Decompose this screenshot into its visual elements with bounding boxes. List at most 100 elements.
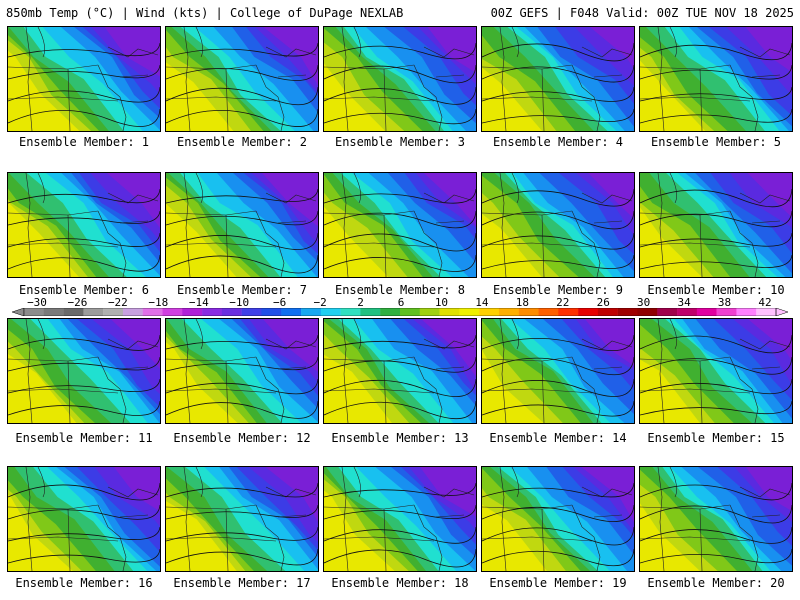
ensemble-panel-12 xyxy=(165,318,319,424)
state-border-line xyxy=(67,360,71,423)
state-border-line xyxy=(699,214,703,277)
state-border-line xyxy=(739,486,791,498)
colorbar-swatch xyxy=(696,308,717,316)
state-border-line xyxy=(435,74,465,78)
state-border-line xyxy=(265,46,317,58)
temp-band xyxy=(581,467,634,571)
temp-band xyxy=(110,319,160,423)
colorbar-tick-label: 22 xyxy=(556,296,570,309)
state-border-line xyxy=(67,214,71,277)
colorbar-swatch xyxy=(221,308,242,316)
state-border-line xyxy=(25,173,33,277)
state-border-line xyxy=(8,388,119,394)
colorbar-tick-label: 26 xyxy=(596,296,610,309)
isotherm-contour xyxy=(482,482,634,498)
state-border-line xyxy=(107,338,159,350)
temperature-map-17 xyxy=(166,467,318,571)
state-border-line xyxy=(166,536,277,542)
state-border-line xyxy=(97,64,127,131)
isotherm-contour xyxy=(324,526,476,544)
ensemble-panel-7 xyxy=(165,172,319,278)
colorbar-swatch xyxy=(736,308,757,316)
state-border-line xyxy=(119,74,149,78)
isotherm-contour xyxy=(8,188,160,204)
colorbar-swatch xyxy=(142,308,163,316)
state-border-line xyxy=(413,504,443,571)
state-border-line xyxy=(353,27,361,58)
state-border-line xyxy=(183,319,191,423)
state-border-line xyxy=(383,360,387,423)
state-border-line xyxy=(593,74,623,78)
isotherm-contour xyxy=(8,548,160,564)
state-border-line xyxy=(593,220,623,224)
ensemble-panel-8 xyxy=(323,172,477,278)
state-border-line xyxy=(593,514,623,518)
temp-band xyxy=(113,467,160,571)
state-border-line xyxy=(119,514,149,518)
state-border-line xyxy=(183,173,191,277)
state-border-line xyxy=(225,508,229,571)
state-border-line xyxy=(751,74,781,78)
state-border-line xyxy=(37,467,45,498)
isotherm-contour xyxy=(640,254,792,270)
state-border-line xyxy=(541,68,545,131)
state-border-line xyxy=(751,514,781,518)
isotherm-contour xyxy=(482,188,634,207)
state-border-line xyxy=(353,467,361,498)
colorbar-swatch xyxy=(716,308,737,316)
state-border-line xyxy=(166,388,277,394)
colorbar-swatch xyxy=(657,308,678,316)
isotherm-contour xyxy=(324,210,476,229)
state-border-line xyxy=(435,220,465,224)
ensemble-panel-5 xyxy=(639,26,793,132)
state-border-line xyxy=(166,96,277,102)
isotherm-contour xyxy=(640,400,792,416)
ensemble-member-label: Ensemble Member: 14 xyxy=(489,431,627,445)
state-border-line xyxy=(255,64,285,131)
state-border-line xyxy=(435,366,465,370)
isotherm-contour xyxy=(324,64,476,84)
temp-band xyxy=(732,319,792,423)
ensemble-panel-15 xyxy=(639,318,793,424)
state-border-line xyxy=(353,319,361,350)
state-border-line xyxy=(341,27,349,131)
colorbar-tick-label: −26 xyxy=(67,296,88,309)
temperature-map-16 xyxy=(8,467,160,571)
colorbar-tick-label: 34 xyxy=(677,296,691,309)
state-border-line xyxy=(195,27,203,58)
isotherm-contour xyxy=(324,482,476,498)
isotherm-contour xyxy=(8,378,160,394)
state-border-line xyxy=(541,508,545,571)
ensemble-panel-14 xyxy=(481,318,635,424)
state-border-line xyxy=(699,68,703,131)
colorbar-labels: −30 −26 −22 −18 −14 −10 −6 −2 2 6 10 14 18 22 26 30 34 38… xyxy=(0,296,800,309)
isotherm-contour xyxy=(324,42,476,60)
isotherm-contour xyxy=(640,42,792,61)
state-border-line xyxy=(413,210,443,277)
isotherm-contour xyxy=(482,64,634,83)
state-border-line xyxy=(669,319,677,350)
temp-band xyxy=(584,319,634,423)
colorbar-swatch xyxy=(558,308,579,316)
colorbar-swatch xyxy=(578,308,599,316)
isotherm-contour xyxy=(166,334,318,350)
colorbar-tick-label: −22 xyxy=(107,296,128,309)
isotherm-contour xyxy=(166,86,318,106)
ensemble-member-label: Ensemble Member: 12 xyxy=(173,431,311,445)
colorbar-swatch xyxy=(380,308,401,316)
state-border-line xyxy=(97,356,127,423)
temperature-map-7 xyxy=(166,173,318,277)
state-border-line xyxy=(277,366,307,370)
state-border-line xyxy=(119,366,149,370)
colorbar-swatch xyxy=(83,308,104,316)
state-border-line xyxy=(107,486,159,498)
ensemble-member-label: Ensemble Member: 9 xyxy=(492,283,624,297)
colorbar-tick-label: 6 xyxy=(397,296,405,309)
temperature-map-3 xyxy=(324,27,476,131)
colorbar-tick-label: 10 xyxy=(434,296,449,309)
isotherm-contour xyxy=(482,42,634,62)
state-border-line xyxy=(413,64,443,131)
isotherm-contour xyxy=(324,108,476,125)
colorbar-left-arrow xyxy=(12,308,25,316)
isotherm-contour xyxy=(482,108,634,124)
